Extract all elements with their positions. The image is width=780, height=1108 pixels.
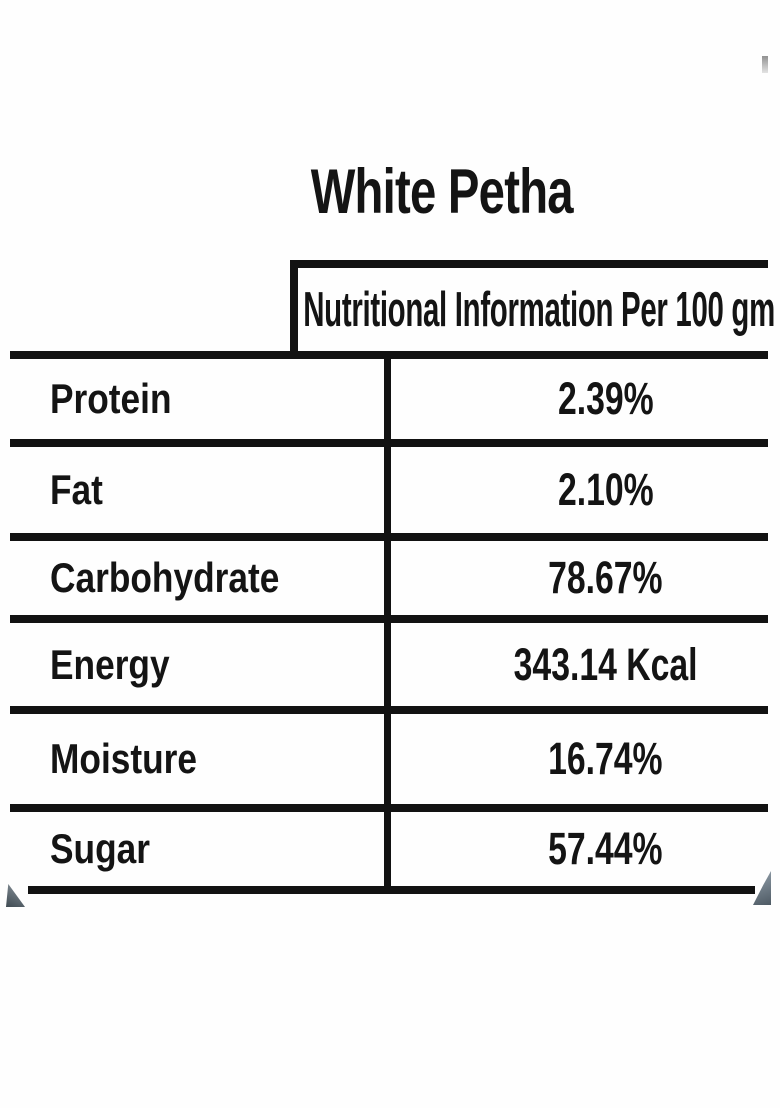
nutrient-name: Sugar	[50, 825, 150, 872]
nutrient-value: 343.14 Kcal	[513, 638, 698, 690]
table-column-divider	[384, 353, 391, 894]
scan-smudge-artifact	[762, 56, 768, 73]
nutrient-value: 57.44%	[548, 823, 663, 874]
table-row: Moisture 16.74%	[0, 714, 780, 804]
nutrient-value: 78.67%	[548, 552, 663, 603]
table-row: Protein 2.39%	[0, 359, 780, 439]
page-title-wrap: White Petha	[52, 158, 780, 226]
nutrient-value: 2.10%	[557, 464, 654, 515]
page-title: White Petha	[310, 157, 574, 227]
nutrient-name: Fat	[50, 466, 103, 513]
nutrient-value: 2.39%	[557, 373, 654, 424]
nutrient-name: Moisture	[50, 735, 198, 782]
nutrient-value: 16.74%	[548, 733, 663, 784]
table-row: Fat 2.10%	[0, 447, 780, 533]
table-header-box: Nutritional Information Per 100 gm	[290, 260, 775, 352]
table-row: Carbohydrate 78.67%	[0, 541, 780, 615]
table-gridline-bottom	[28, 886, 755, 894]
nutrient-name: Carbohydrate	[50, 554, 280, 601]
table-row: Energy 343.14 Kcal	[0, 623, 780, 706]
table-header-label: Nutritional Information Per 100 gm	[303, 283, 775, 337]
nutrient-name: Energy	[50, 640, 170, 688]
nutrient-name: Protein	[50, 375, 172, 422]
page-curl-bottom-left	[6, 884, 25, 907]
table-row: Sugar 57.44%	[0, 812, 780, 886]
